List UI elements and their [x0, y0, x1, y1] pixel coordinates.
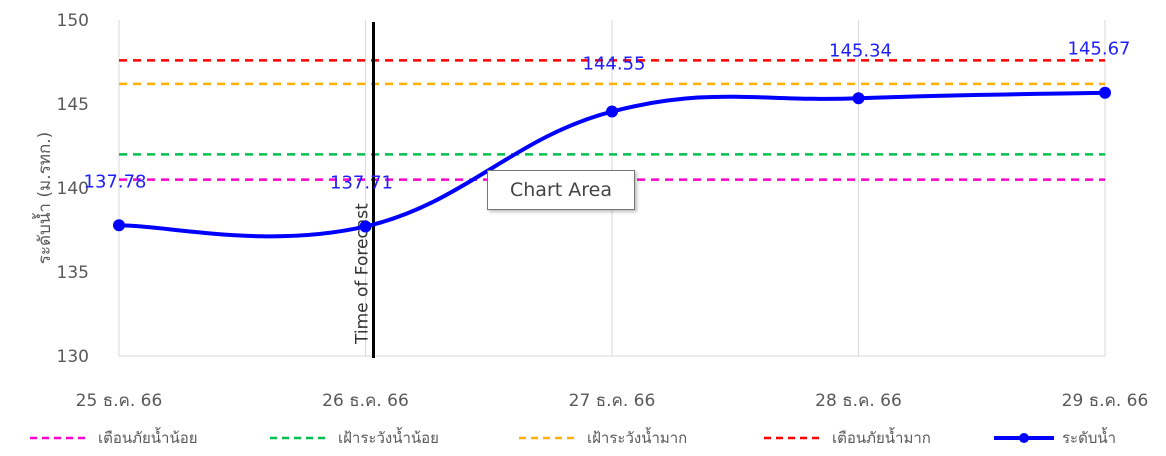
- y-tick-label: 140: [57, 179, 89, 199]
- data-point: [606, 105, 618, 118]
- legend-label-low-warning: เตือนภัยน้ำน้อย: [98, 429, 198, 447]
- forecast-marker: Time of Forecast: [353, 22, 375, 358]
- y-tick-label: 145: [57, 95, 89, 115]
- data-label: 137.71: [330, 172, 393, 193]
- x-tick-label: 28 ธ.ค. 66: [815, 391, 902, 411]
- data-point: [359, 220, 372, 233]
- legend-item-water-level: ระดับน้ำ: [992, 426, 1116, 450]
- y-axis-label: ระดับน้ำ (ม.รทก.): [32, 132, 55, 265]
- line-chart: 25 ธ.ค. 66 26 ธ.ค. 66 27 ธ.ค. 66 28 ธ.ค. 66…: [32, 11, 1149, 411]
- data-label: 144.55: [583, 54, 646, 75]
- legend-label-low-watch: เฝ้าระวังน้ำน้อย: [338, 429, 439, 447]
- legend: เตือนภัยน้ำน้อย เฝ้าระวังน้ำน้อย เฝ้าระว…: [0, 420, 1166, 456]
- legend-item-low-warning: เตือนภัยน้ำน้อย: [28, 426, 198, 450]
- legend-item-high-watch: เฝ้าระวังน้ำมาก: [517, 426, 687, 450]
- data-point: [113, 219, 125, 232]
- legend-swatch-high-warning: [764, 436, 824, 440]
- data-label: 145.67: [1068, 39, 1131, 60]
- legend-item-high-warning: เตือนภัยน้ำมาก: [762, 426, 931, 450]
- axes: 25 ธ.ค. 66 26 ธ.ค. 66 27 ธ.ค. 66 28 ธ.ค. 66…: [57, 11, 1149, 411]
- legend-swatch-water-level: [994, 433, 1054, 443]
- data-labels: 137.78 137.71 144.55 145.34 145.67: [84, 39, 1131, 194]
- legend-label-high-warning: เตือนภัยน้ำมาก: [832, 429, 931, 447]
- water-level-series: [113, 86, 1111, 239]
- x-tick-label: 29 ธ.ค. 66: [1062, 391, 1149, 411]
- data-label: 137.78: [84, 171, 147, 192]
- x-tick-label: 25 ธ.ค. 66: [76, 391, 163, 411]
- y-tick-label: 150: [57, 11, 89, 31]
- legend-swatch-low-watch: [270, 436, 330, 440]
- forecast-label: Time of Forecast: [353, 203, 373, 345]
- data-point: [852, 92, 865, 105]
- x-tick-label: 27 ธ.ค. 66: [569, 391, 656, 411]
- legend-swatch-low-warning: [30, 436, 90, 440]
- legend-item-low-watch: เฝ้าระวังน้ำน้อย: [268, 426, 439, 450]
- legend-label-water-level: ระดับน้ำ: [1062, 429, 1117, 447]
- legend-label-high-watch: เฝ้าระวังน้ำมาก: [587, 429, 688, 447]
- data-point: [1099, 86, 1111, 99]
- chart-area-tooltip: Chart Area: [487, 170, 635, 210]
- legend-swatch-high-watch: [519, 436, 579, 440]
- y-tick-label: 130: [57, 347, 89, 367]
- x-tick-label: 26 ธ.ค. 66: [322, 391, 409, 411]
- data-label: 145.34: [829, 40, 892, 61]
- y-tick-label: 135: [57, 263, 89, 283]
